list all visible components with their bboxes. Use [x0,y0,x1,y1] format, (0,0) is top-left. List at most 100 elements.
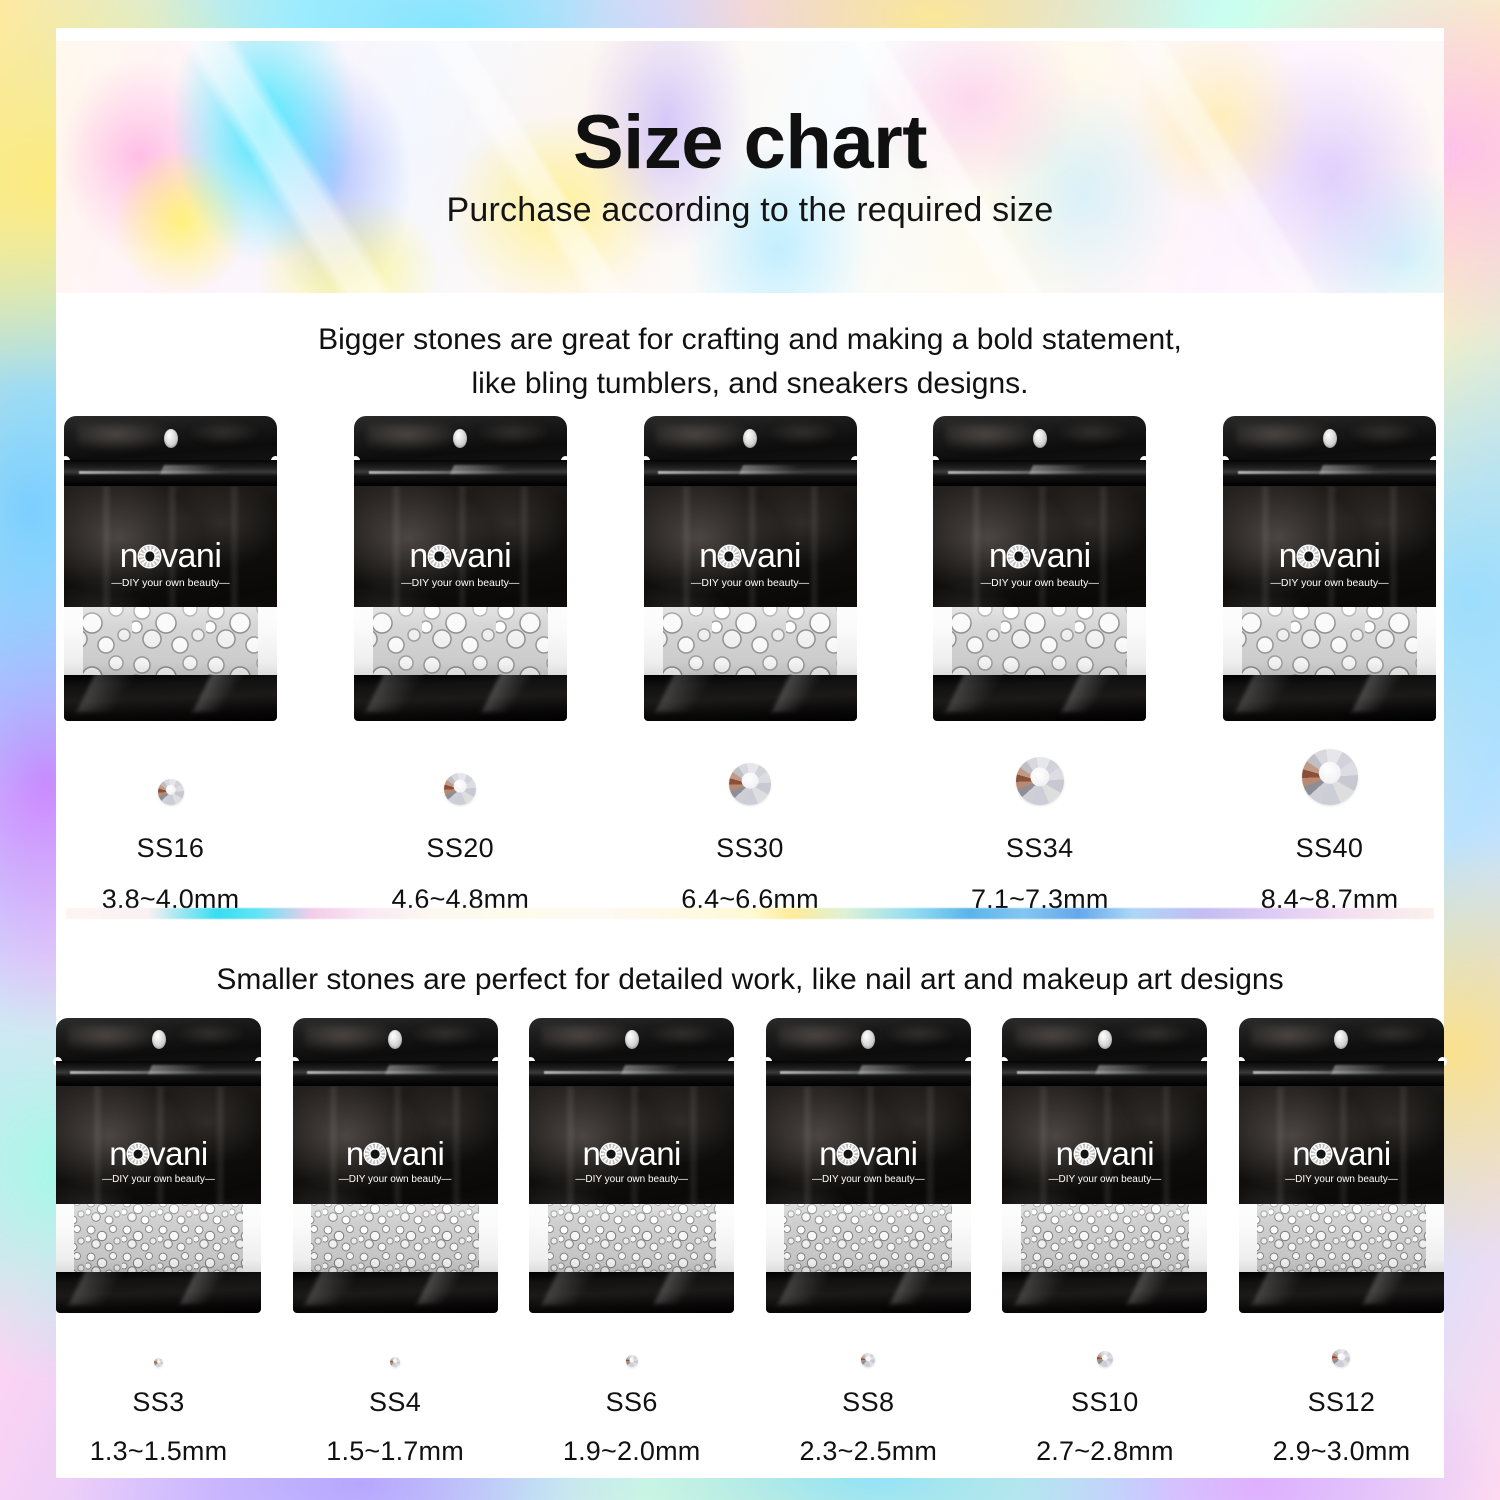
rhinestone-size-sample-wrap [1015,743,1064,805]
bag-zipper-seal [529,1060,735,1086]
rhinestone-logo-icon [1008,545,1030,567]
product-bag: n vani —DIY your own beauty— [289,1018,501,1313]
bag-hang-hole [743,428,757,448]
brand-text-before: n [119,537,139,576]
rhinestones-fill [643,606,857,676]
bag-bottom-gusset [56,1271,261,1313]
bag-bottom-gusset [529,1271,735,1313]
size-code-label: SS4 [368,1387,422,1417]
rhinestones-fill [529,1203,735,1272]
rhinestone-logo-icon [364,1143,385,1164]
bag-zipper-seal [56,1060,261,1086]
bag-brand-logo: n vani —DIY your own beauty— [64,537,277,588]
brand-text-before: n [345,1134,364,1172]
size-code-label: SS20 [426,833,495,863]
rhinestones-fill [292,1203,498,1272]
rhinestone-icon [729,763,771,805]
bag-bottom-gusset [353,675,567,721]
bag-tagline: —DIY your own beauty— [338,1173,452,1185]
rhinestone-icon [1096,1351,1113,1367]
size-mm-label: 1.3~1.5mm [89,1436,228,1466]
product-bag: n vani —DIY your own beauty— [350,416,570,721]
bag-zipper-seal [353,460,567,487]
rhinestone-icon [1301,749,1358,805]
bag-brand-logo: n vani —DIY your own beauty— [293,1134,498,1185]
rhinestone-icon [1332,1349,1351,1367]
size-code-label: SS10 [1071,1387,1139,1417]
bag-tagline: —DIY your own beauty— [1270,576,1389,589]
rhinestones-fill [1002,1203,1208,1272]
size-code-label: SS3 [132,1387,185,1417]
bag-clear-window [64,606,277,676]
brand-text-before: n [819,1134,837,1172]
size-item-ss4: n vani —DIY your own beauty— SS4 1.5~1.7mm [289,1018,501,1467]
bigger-stones-intro: Bigger stones are great for crafting and… [56,318,1444,406]
rhinestone-size-sample-wrap [625,1333,638,1367]
bag-zipper-seal [1238,1060,1444,1086]
brand-text-before: n [988,537,1008,576]
bag-clear-window [292,1203,498,1272]
bag-tagline: —DIY your own beauty— [980,576,1099,589]
rhinestone-size-sample-wrap [157,743,184,805]
size-code-label: SS12 [1307,1387,1376,1417]
rhinestones-fill [64,606,277,676]
product-bag: n vani —DIY your own beauty— [999,1018,1211,1313]
size-item-ss30: n vani —DIY your own beauty— SS30 6.4~6.6m… [640,416,860,915]
bag-clear-window [1002,1203,1208,1272]
product-bag: n vani —DIY your own beauty— [53,1018,264,1313]
rhinestone-logo-icon [139,545,161,567]
product-bag: n vani —DIY your own beauty— [640,416,860,721]
size-code-label: SS6 [605,1387,658,1417]
brand-text-before: n [1278,537,1298,576]
size-mm-label: 1.9~2.0mm [562,1436,701,1466]
brand-text-after: vani [1320,537,1381,576]
size-mm-label: 1.5~1.7mm [326,1436,464,1466]
size-item-ss3: n vani —DIY your own beauty— SS3 1.3~1.5mm [53,1018,264,1467]
bag-clear-window [933,606,1147,676]
bag-bottom-gusset [1223,675,1436,721]
brand-text-before: n [699,537,718,576]
bag-clear-window [56,1203,261,1272]
rhinestone-size-sample-wrap [1096,1333,1113,1367]
bag-hang-hole [1097,1030,1112,1050]
rhinestones-fill [1223,606,1436,676]
smaller-stones-row: n vani —DIY your own beauty— SS3 1.3~1.5mm… [53,1018,1447,1467]
brand-text-after: vani [1332,1134,1391,1172]
size-item-ss6: n vani —DIY your own beauty— SS6 1.9~2.0mm [526,1018,738,1467]
brand-text-after: vani [1030,537,1091,576]
rhinestones-fill [353,606,567,676]
page-subtitle: Purchase according to the required size [446,190,1054,229]
bag-bottom-gusset [933,675,1147,721]
size-code-label: SS30 [716,833,784,863]
bag-hang-hole [861,1030,876,1050]
size-mm-label: 2.9~3.0mm [1272,1436,1411,1466]
brand-text-after: vani [450,537,512,576]
bag-brand-logo: n vani —DIY your own beauty— [644,537,857,588]
rhinestone-logo-icon [128,1143,149,1164]
size-item-ss12: n vani —DIY your own beauty— SS12 2.9~3.0m… [1235,1018,1447,1467]
bag-hang-hole [624,1030,639,1050]
bag-clear-window [643,606,857,676]
header-banner: Size chart Purchase according to the req… [56,41,1444,293]
brand-text-after: vani [622,1134,681,1172]
bag-hang-hole [1322,428,1337,448]
bag-brand-logo: n vani —DIY your own beauty— [56,1134,261,1185]
bag-zipper-seal [64,460,277,487]
bag-tagline: —DIY your own beauty— [401,576,520,589]
bigger-stones-intro-line1: Bigger stones are great for crafting and… [318,323,1182,356]
rhinestone-logo-icon [718,545,740,567]
bigger-stones-row: n vani —DIY your own beauty— SS16 3.8~4.0m… [56,416,1444,915]
bag-clear-window [1238,1203,1444,1272]
brand-text-before: n [1055,1134,1074,1172]
bag-zipper-seal [292,1060,498,1086]
rhinestone-size-sample-wrap [1332,1333,1351,1367]
size-code-label: SS40 [1295,833,1364,863]
brand-text-after: vani [149,1134,208,1172]
size-item-ss10: n vani —DIY your own beauty— SS10 2.7~2.8m… [999,1018,1211,1467]
rhinestone-size-sample-wrap [729,743,771,805]
product-bag: n vani —DIY your own beauty— [61,416,280,721]
rhinestones-fill [933,606,1147,676]
rhinestones-fill [56,1203,261,1272]
bigger-stones-intro-line2: like bling tumblers, and sneakers design… [471,367,1029,400]
